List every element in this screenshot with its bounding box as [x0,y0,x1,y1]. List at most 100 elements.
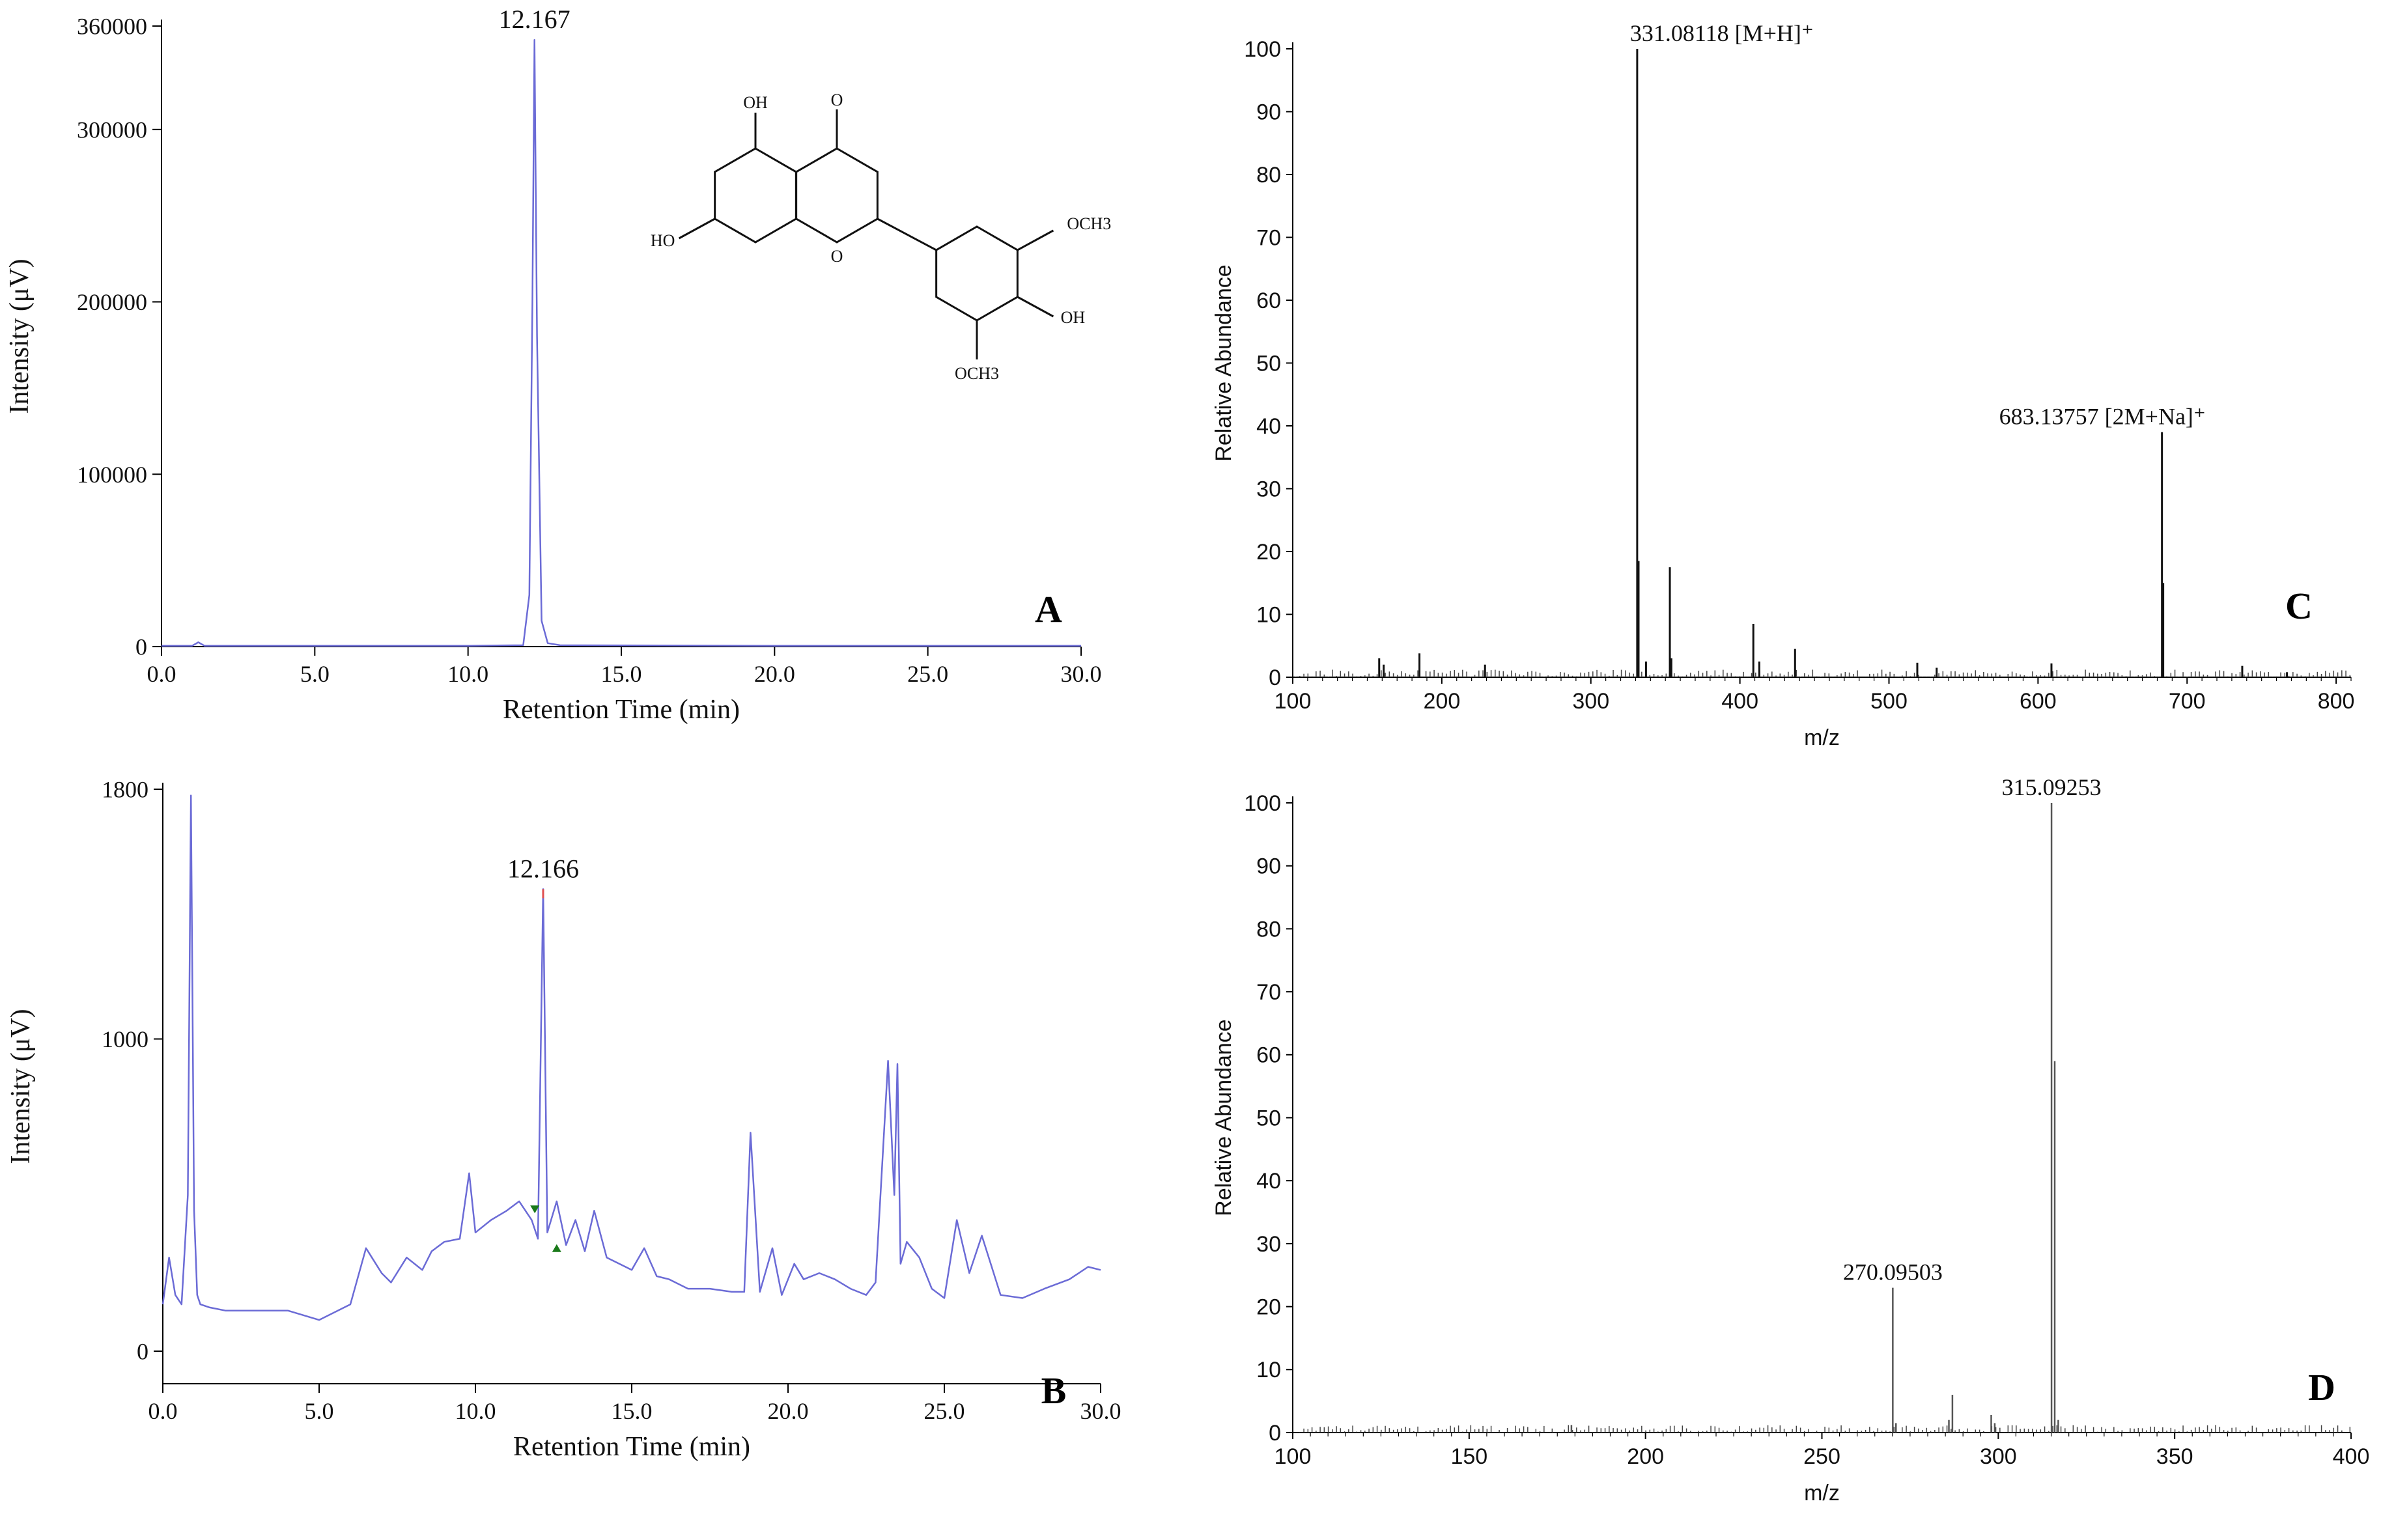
y-tick-label: 10 [1256,602,1281,627]
x-tick-label: 15.0 [601,661,642,687]
x-tick-label: 25.0 [907,661,948,687]
y-tick-label: 100000 [77,462,147,488]
x-tick-label: 5.0 [300,661,330,687]
x-tick-label: 5.0 [305,1398,334,1424]
structure-label: O [831,91,843,109]
y-tick-label: 10 [1256,1358,1281,1382]
x-axis-label: Retention Time (min) [513,1432,750,1462]
integration-end-marker [552,1244,561,1252]
y-tick-label: 0 [135,634,147,660]
y-tick-label: 40 [1256,1169,1281,1194]
chemical-structure: OH O HO O OCH3 OH OCH3 [651,91,1111,383]
integration-start-marker [530,1205,540,1214]
x-tick-label: 700 [2169,689,2206,714]
peak-annotation: 331.08118 [M+H]⁺ [1630,20,1814,46]
x-axis-label: m/z [1804,725,1840,750]
y-axis-label: Intensity (μV) [5,259,35,413]
structure-label: O [831,247,843,266]
x-tick-label: 350 [2156,1444,2193,1469]
structure-label: OCH3 [955,364,999,383]
x-tick-label: 100 [1275,689,1312,714]
y-tick-label: 100 [1244,791,1281,816]
y-tick-label: 20 [1256,1295,1281,1320]
x-tick-label: 500 [1870,689,1908,714]
bond [678,217,716,240]
chart-panel-d: 0 10 20 30 40 50 60 70 80 90 100 100 150 200 250 300 350… [1211,774,2369,1505]
y-tick-label: 0 [1269,1421,1281,1446]
y-tick-label: 50 [1256,351,1281,376]
panel-label: D [2308,1366,2335,1408]
y-tick-label: 0 [137,1339,148,1365]
y-tick-label: 60 [1256,1043,1281,1068]
ring-b [935,225,1019,322]
x-tick-label: 200 [1627,1444,1664,1469]
chart-panel-a: 0 100000 200000 300000 360000 0.0 5.0 10.0 15.0 2… [5,5,1102,725]
structure-label: OH [743,93,768,112]
x-tick-label: 15.0 [612,1398,653,1424]
chart-panel-b: 0 1000 1800 0.0 5.0 10.0 15.0 20.0 25.0 30.0 Reten… [6,777,1121,1462]
y-tick-label: 20 [1256,540,1281,565]
structure-label: OH [1061,308,1086,327]
x-tick-label: 300 [1980,1444,2017,1469]
x-axis-label: m/z [1804,1481,1840,1505]
x-tick-label: 400 [1721,689,1758,714]
y-tick-label: 30 [1256,477,1281,501]
x-tick-label: 10.0 [455,1398,496,1424]
chromatogram-trace [162,794,1101,1321]
x-tick-label: 25.0 [924,1398,965,1424]
y-tick-label: 40 [1256,414,1281,439]
y-tick-label: 50 [1256,1106,1281,1130]
x-tick-label: 400 [2333,1444,2370,1469]
y-axis-label: Relative Abundance [1211,264,1236,461]
panel-label: C [2285,585,2313,627]
x-tick-label: 30.0 [1061,661,1102,687]
y-tick-label: 90 [1256,100,1281,124]
x-tick-label: 150 [1450,1444,1487,1469]
y-tick-label: 70 [1256,980,1281,1005]
peak-label: 12.167 [499,5,571,34]
panel-label: B [1041,1369,1067,1412]
x-tick-label: 0.0 [148,1398,178,1424]
structure-label: OCH3 [1067,214,1111,233]
y-tick-label: 300000 [77,117,147,143]
y-tick-label: 360000 [77,14,147,40]
x-tick-label: 250 [1803,1444,1840,1469]
chart-panel-c: 0 10 20 30 40 50 60 70 80 90 100 100 200 300 400 500 600… [1211,20,2354,750]
y-axis-label: Relative Abundance [1211,1019,1236,1216]
y-tick-label: 80 [1256,917,1281,942]
ring-a [714,147,797,244]
x-tick-label: 200 [1424,689,1461,714]
x-tick-label: 100 [1275,1444,1312,1469]
y-tick-label: 200000 [77,289,147,315]
y-axis-label: Intensity (μV) [6,1009,36,1164]
bond [1017,229,1054,251]
x-tick-label: 0.0 [147,661,176,687]
x-axis-label: Retention Time (min) [503,695,740,725]
chromatogram-trace [162,38,1081,647]
y-tick-label: 80 [1256,163,1281,188]
structure-label: HO [651,231,675,250]
peak-annotation: 315.09253 [2002,774,2102,800]
y-tick-label: 70 [1256,225,1281,250]
y-tick-label: 90 [1256,854,1281,879]
bond [877,217,937,251]
y-tick-label: 60 [1256,288,1281,313]
panel-label: A [1035,588,1062,630]
x-tick-label: 800 [2318,689,2355,714]
y-tick-label: 100 [1244,37,1281,62]
x-tick-label: 20.0 [768,1398,809,1424]
x-tick-label: 300 [1572,689,1609,714]
y-tick-label: 1800 [102,777,148,803]
x-tick-label: 10.0 [447,661,488,687]
peak-annotation: 683.13757 [2M+Na]⁺ [1999,404,2206,430]
ring-c [795,147,879,244]
peak-label: 12.166 [507,854,579,883]
y-tick-label: 30 [1256,1232,1281,1257]
x-tick-label: 30.0 [1080,1398,1121,1424]
x-tick-label: 600 [2020,689,2057,714]
bond [1017,296,1054,318]
y-tick-label: 0 [1269,665,1281,690]
y-tick-label: 1000 [102,1026,148,1052]
x-tick-label: 20.0 [754,661,795,687]
